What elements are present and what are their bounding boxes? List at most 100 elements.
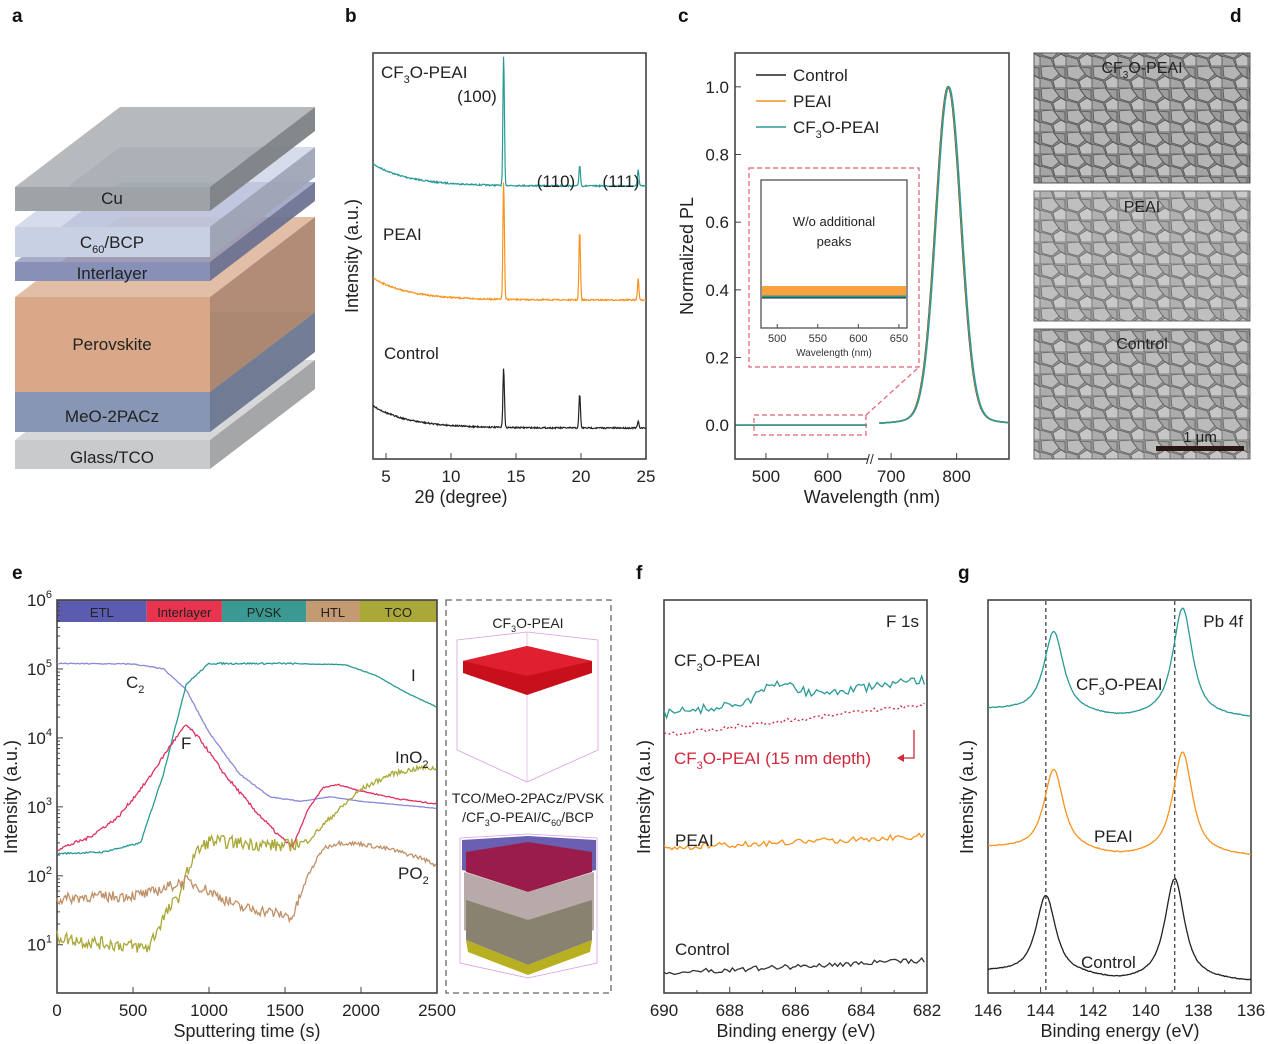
x-tick-label-g: 142 xyxy=(1079,1001,1107,1020)
y-tick-label-c: 0.2 xyxy=(705,349,729,368)
y-tick-label-e: 101 xyxy=(27,934,52,955)
series-label-control-g: Control xyxy=(1081,953,1136,972)
x-tick-label-c: 600 xyxy=(814,467,842,486)
panel-label-d: d xyxy=(1230,6,1242,27)
y-tick-label-c: 0.8 xyxy=(705,146,729,165)
y-tick-label-e: 102 xyxy=(27,865,52,886)
panel-label-c: c xyxy=(678,6,689,27)
panel-e: e ETL Interlayer PVSK HTL TCO 0 500 1000 1500 20… xyxy=(1,563,612,1041)
y-axis-label-b: Intensity (a.u.) xyxy=(342,199,362,313)
sims-line-i xyxy=(56,661,437,856)
series-label-depth: CF3O-PEAI (15 nm depth) xyxy=(674,749,871,772)
region-label-pvsk: PVSK xyxy=(247,605,282,620)
y-tick-label-c: 0.6 xyxy=(705,213,729,232)
region-label-interlayer: Interlayer xyxy=(157,605,212,620)
xps-f1s-line-cf3o-peai xyxy=(663,674,926,720)
tof-sims-caption-bottom-line1: TCO/MeO-2PACz/PVSK xyxy=(452,790,605,806)
scale-bar-label: 1 μm xyxy=(1183,429,1217,446)
y-axis-label-g: Intensity (a.u.) xyxy=(957,740,977,854)
inset-outline-box xyxy=(748,167,920,368)
sims-line-f xyxy=(56,724,437,852)
x-tick-label-e: 1500 xyxy=(266,1001,304,1020)
layer-side-face xyxy=(210,147,315,257)
series-label-ino2: InO2 xyxy=(395,748,429,771)
x-tick-label-f: 688 xyxy=(716,1001,744,1020)
x-tick-label-g: 144 xyxy=(1026,1001,1054,1020)
peak-label-111: (111) xyxy=(602,172,639,191)
x-axis-label-e: Sputtering time (s) xyxy=(173,1021,320,1041)
series-label-control: Control xyxy=(384,344,439,363)
inset-x-axis-label: Wavelength (nm) xyxy=(796,348,872,359)
x-tick-label-g: 136 xyxy=(1237,1001,1265,1020)
x-tick-label-b: 10 xyxy=(442,467,461,486)
xps-f1s-line-control xyxy=(663,957,925,976)
xps-pb4f-line-peai xyxy=(987,751,1252,856)
region-label-etl: ETL xyxy=(90,605,114,620)
y-tick-label-e: 105 xyxy=(27,658,52,679)
legend-c: Control PEAI CF3O-PEAI xyxy=(756,66,879,141)
x-tick-label-e: 0 xyxy=(52,1001,61,1020)
y-tick-label-c: 1.0 xyxy=(705,78,729,97)
sem-image-peai xyxy=(1033,190,1251,322)
tof-sims-3d-cube-bottom xyxy=(459,833,598,979)
x-tick-label-c: 500 xyxy=(752,467,780,486)
panel-label-b: b xyxy=(345,6,357,27)
series-label-i: I xyxy=(411,666,416,685)
xps-pb4f-line-cf3o-peai xyxy=(987,607,1252,717)
plot-frame-g xyxy=(987,599,1252,994)
layer-label: Perovskite xyxy=(72,335,151,354)
tof-sims-caption-top: CF3O-PEAI xyxy=(492,615,563,634)
series-label-c2: C2 xyxy=(126,673,144,696)
region-band-htl xyxy=(306,600,360,622)
sem-image-control xyxy=(1033,328,1251,460)
plot-frame-b xyxy=(372,52,647,460)
layer-front-face xyxy=(15,262,210,281)
pl-peak-cf3o-peai xyxy=(879,85,1009,424)
x-tick-label-f: 686 xyxy=(781,1001,809,1020)
y-tick-label-e: 106 xyxy=(27,589,52,610)
panel-label-a: a xyxy=(12,6,23,27)
layer-cu xyxy=(15,107,315,211)
tof-sims-caption-bottom-line2: /CF3O-PEAI/C60/BCP xyxy=(462,809,594,828)
tof-sims-inset-frame xyxy=(445,599,612,994)
x-tick-label-c: 800 xyxy=(942,467,970,486)
inset-x-tick-label: 550 xyxy=(809,333,827,345)
panel-a: a CuC60/BCPInterlayerPerovskiteMeO-2PACz… xyxy=(12,6,315,469)
layer-label: Interlayer xyxy=(77,264,148,283)
xrd-line-peai xyxy=(372,182,647,302)
sem-caption-peai: PEAI xyxy=(1124,199,1160,216)
x-tick-label-b: 25 xyxy=(637,467,656,486)
corner-label-f1s: F 1s xyxy=(886,612,919,631)
layer-side-face xyxy=(210,312,315,432)
x-axis-label-g: Binding energy (eV) xyxy=(1040,1021,1199,1041)
x-tick-label-f: 684 xyxy=(847,1001,875,1020)
inset-x-tick-label: 500 xyxy=(768,333,786,345)
axis-break-gap xyxy=(868,450,878,464)
plot-frame-e xyxy=(56,599,438,994)
inset-text-line1: W/o additional xyxy=(793,214,875,229)
xrd-line-cf3o-peai xyxy=(372,56,647,189)
peak-label-110: (110) xyxy=(537,172,575,191)
series-label-cf3o-peai-f: CF3O-PEAI xyxy=(674,651,760,674)
panel-g: g 146 144 142 140 138 136 Pb 4f CF3O-PEAI PEA… xyxy=(957,563,1265,1041)
series-label-control-f: Control xyxy=(675,940,730,959)
series-label-peai: PEAI xyxy=(383,225,422,244)
layer-front-face xyxy=(15,297,210,392)
sims-line-po2 xyxy=(56,839,437,924)
layer-front-face xyxy=(15,227,210,257)
sims-line-c2 xyxy=(56,662,437,810)
xps-f1s-line-cf3o-peai-15-nm-depth- xyxy=(663,702,925,736)
region-band-tco xyxy=(359,600,437,622)
x-tick-label-g: 146 xyxy=(974,1001,1002,1020)
panel-label-f: f xyxy=(636,563,643,584)
panel-b: b 5 10 15 20 25 CF3O-PEAI PEAI Control (100)… xyxy=(342,6,655,507)
tof-sims-3d-cube-top xyxy=(456,631,599,783)
inset-text-line2: peaks xyxy=(817,234,852,249)
x-axis-label-b: 2θ (degree) xyxy=(414,487,507,507)
x-tick-label-f: 682 xyxy=(913,1001,941,1020)
layer-label: Cu xyxy=(101,189,123,208)
series-label-cf3o-peai: CF3O-PEAI xyxy=(381,63,467,86)
panel-c: c // 500 600 700 800 0.0 0.2 0.4 0.6 0.8 1.0 W/o … xyxy=(677,6,1010,507)
series-label-cf3o-peai-g: CF3O-PEAI xyxy=(1076,675,1162,698)
